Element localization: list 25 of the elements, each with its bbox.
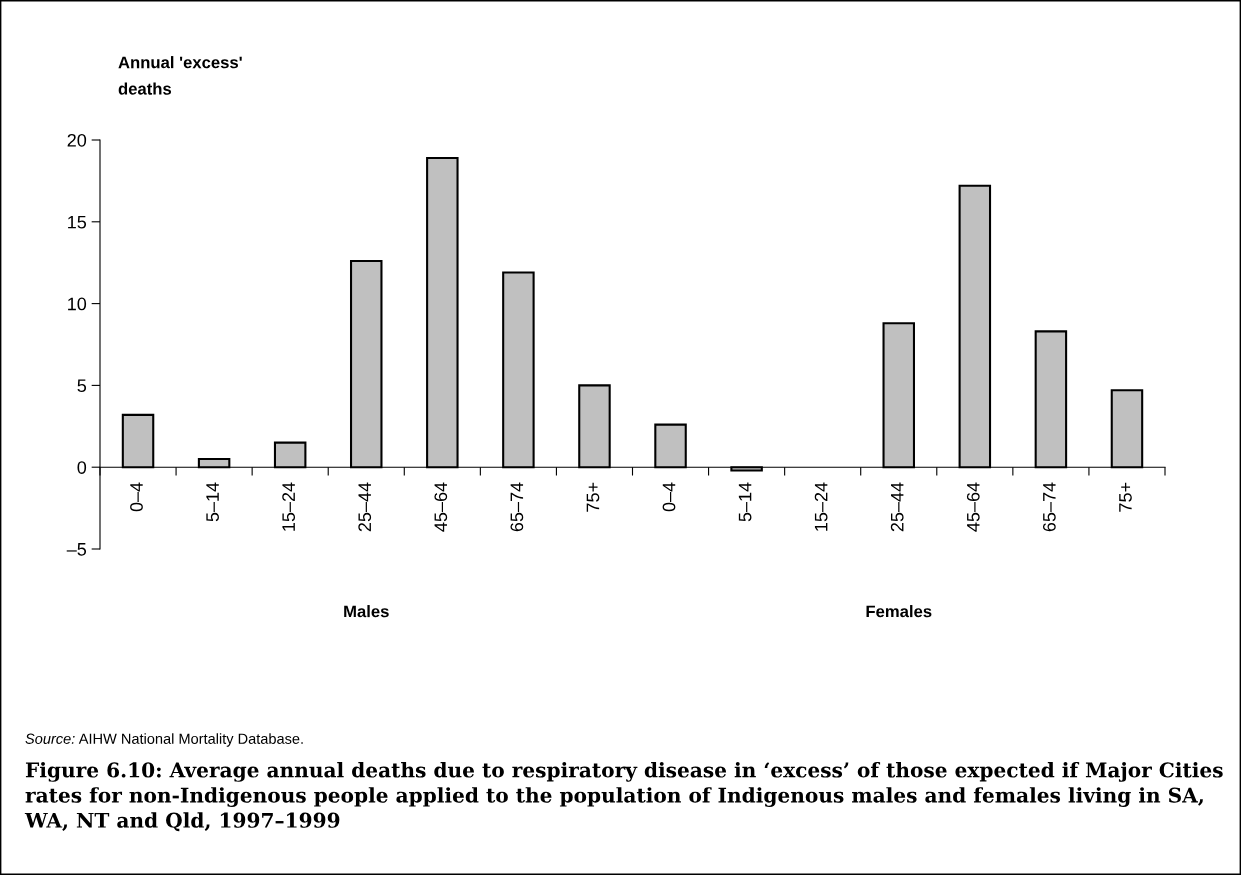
y-axis-title: Annual 'excess' deaths	[118, 56, 242, 95]
x-tick-label: 0–4	[662, 482, 676, 512]
x-tick-label: 45–64	[966, 482, 980, 532]
x-tick-label: 5–14	[206, 482, 219, 522]
x-tick-label: 25–44	[890, 482, 904, 532]
x-tick-label: 75+	[586, 482, 600, 512]
y-tick-label: –5	[66, 543, 87, 556]
x-tick-label: 15–24	[282, 482, 296, 531]
x-tick-label: 5–14	[738, 482, 752, 522]
x-tick-label: 15–24	[814, 482, 828, 531]
y-tick-label: 15	[68, 215, 87, 229]
y-tick-label: 20	[67, 133, 87, 147]
y-tick-label: 10	[68, 297, 87, 311]
x-tick-label: 65–74	[1042, 482, 1056, 532]
x-tick-label: 75+	[1119, 482, 1132, 512]
text: Figure 6.10: Average annual deaths due to respiratory disease in ‘excess’ of those expected if Major Cities rates for non-Indigenous people applied to the population of Indigenous males and females living in SA, WA, NT and Qld, 1997–1999	[24, 762, 1223, 832]
x-tick-label: 0–4	[130, 482, 143, 512]
x-tick-label: 25–44	[358, 482, 372, 532]
x-tick-label: 65–74	[510, 482, 524, 532]
x-tick-label: 45–64	[434, 482, 448, 532]
source-note: Source: AIHW National Mortality Database.	[25, 733, 303, 747]
text: Males	[344, 605, 389, 618]
text: Females	[866, 605, 932, 618]
y-tick-label: 5	[77, 379, 87, 393]
y-tick-label: 0	[77, 461, 87, 474]
